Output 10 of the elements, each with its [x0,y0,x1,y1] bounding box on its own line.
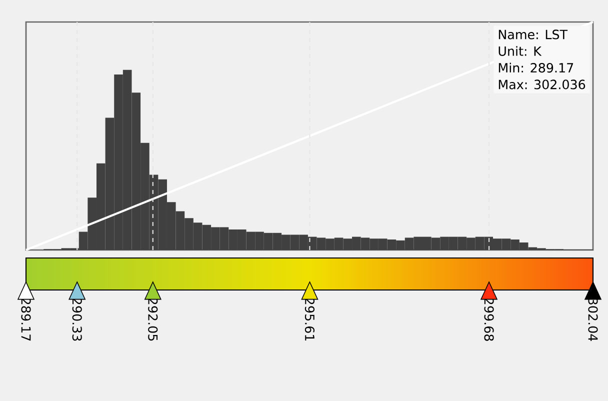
x-tick-label: 299.68 [484,298,494,341]
x-tick-label: 290.33 [72,298,82,341]
x-tick-label: 289.17 [21,298,31,341]
annotation: Name: LST [498,30,568,40]
x-tick-label: 295.61 [304,298,315,341]
annotation: Min: 289.17 [498,62,574,73]
annotation: Max: 302.036 [498,80,586,90]
x-tick-label: 302.04 [588,298,598,341]
x-tick-label: 292.05 [148,298,158,341]
annotation: Unit: K [498,46,542,56]
